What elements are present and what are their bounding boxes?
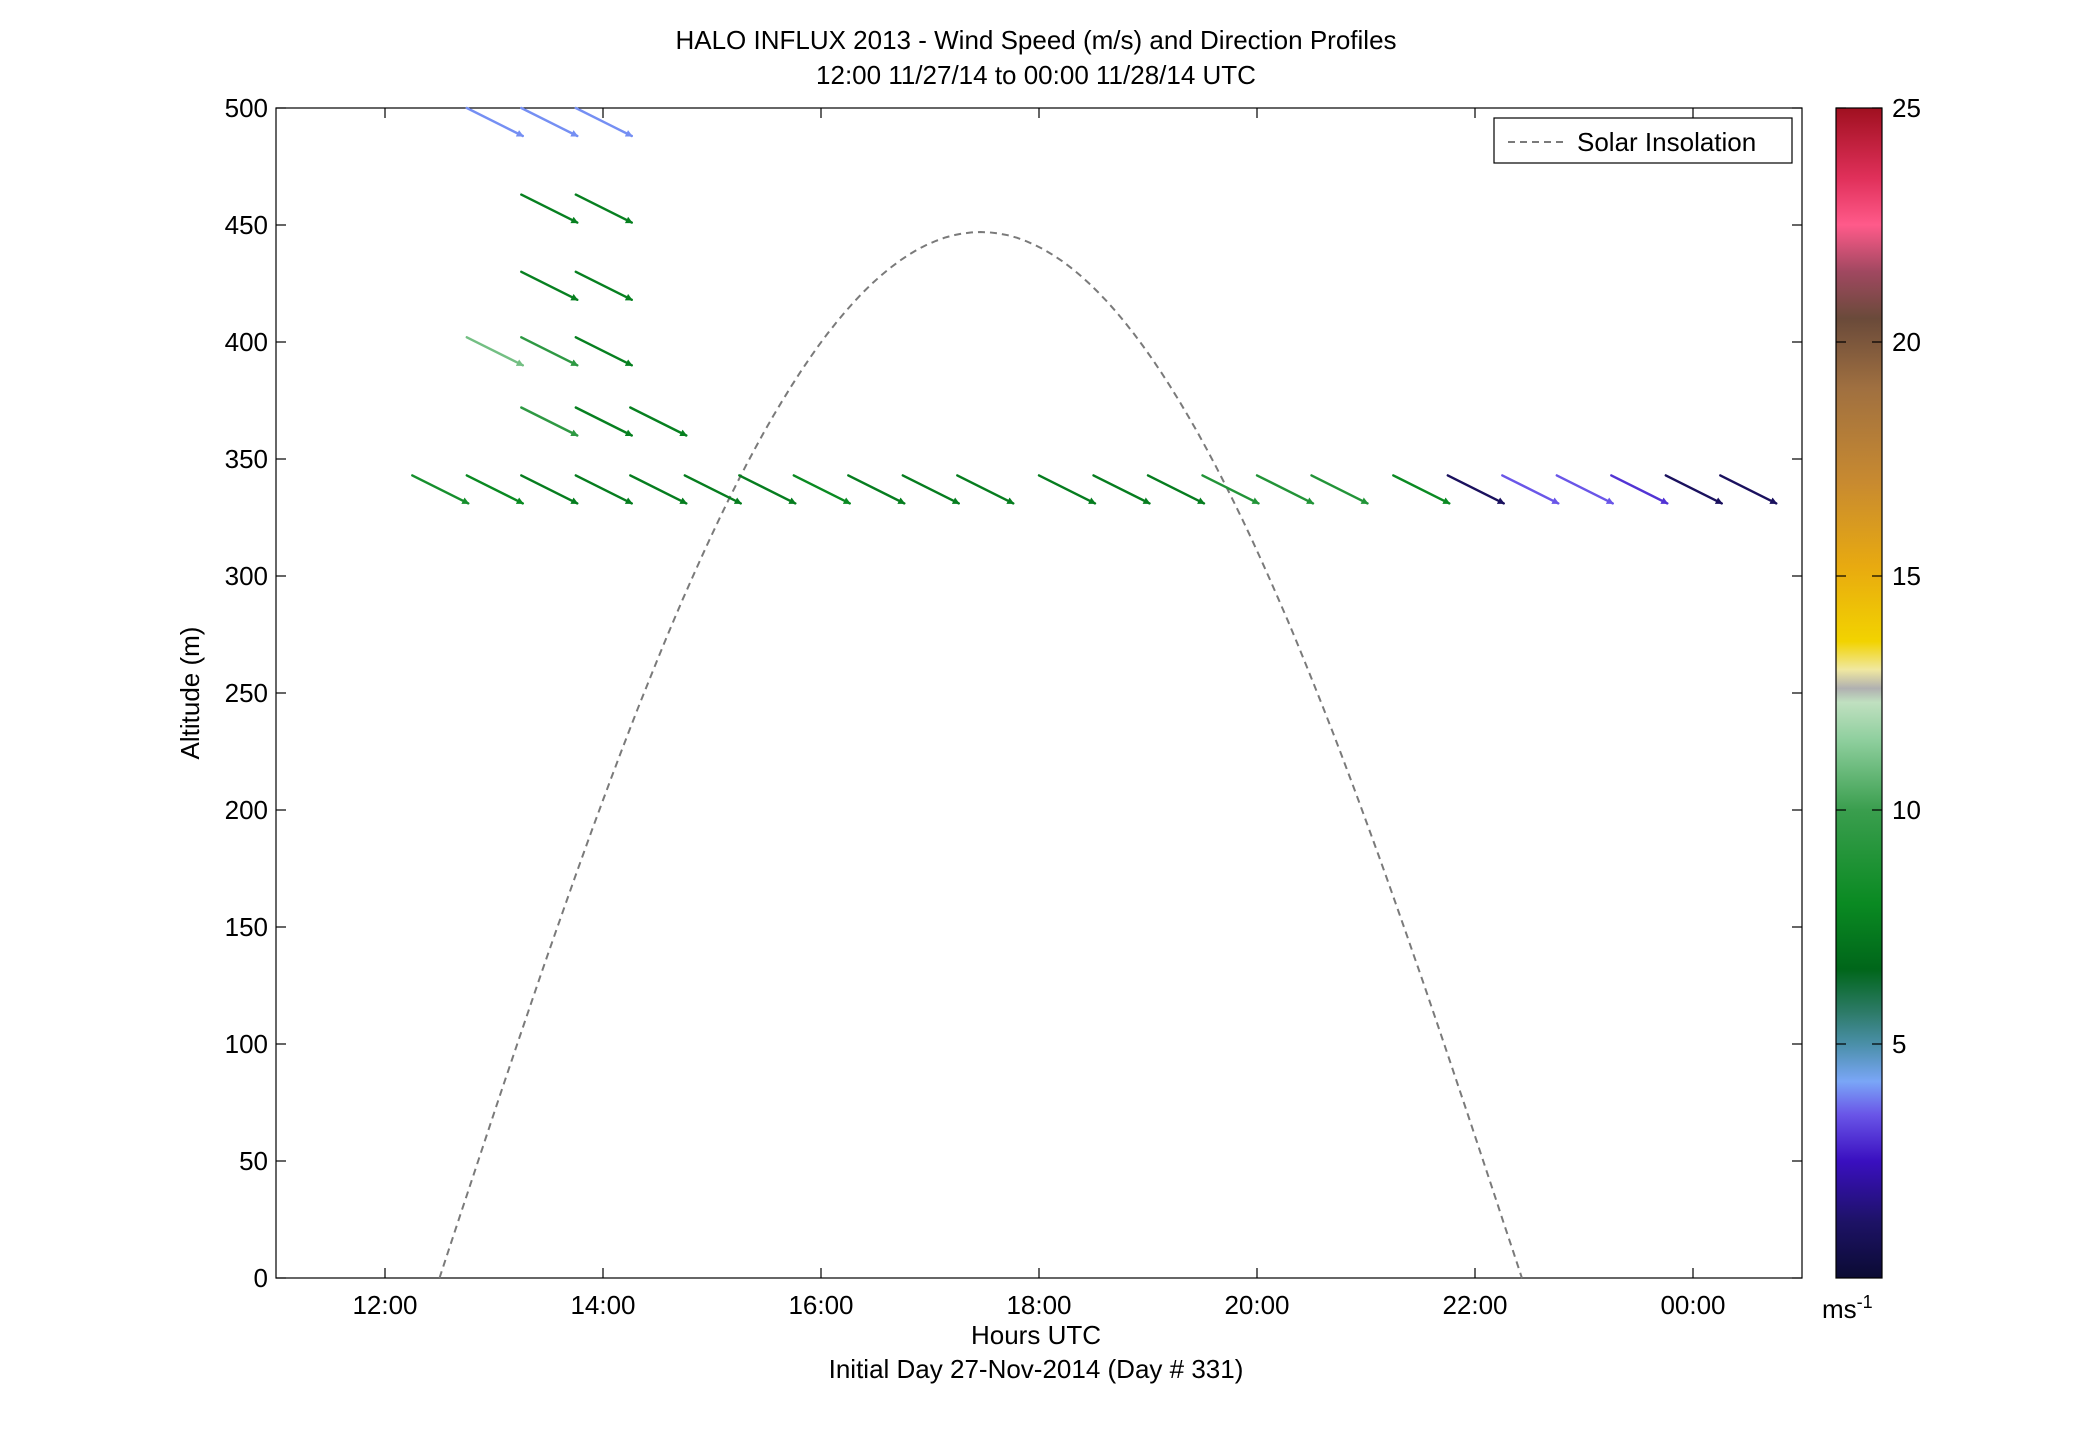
wind-vector: [574, 270, 633, 301]
y-tick-label: 150: [225, 912, 268, 942]
wind-vector: [520, 474, 579, 505]
legend-solar-label: Solar Insolation: [1577, 127, 1756, 157]
x-tick-label: 22:00: [1442, 1290, 1507, 1320]
wind-vector: [465, 336, 524, 367]
chart-title: HALO INFLUX 2013 - Wind Speed (m/s) and …: [675, 25, 1396, 55]
wind-vectors-layer: [411, 106, 1778, 505]
wind-vector: [1146, 474, 1206, 505]
y-axis: 0 50 100 150 200 250 300 350 400 450 500: [225, 93, 1802, 1293]
y-tick-label: 50: [239, 1146, 268, 1176]
x-axis: 12:00 14:00 16:00 18:00 20:00 22:00 00:00: [352, 108, 1726, 1320]
wind-vector: [792, 474, 851, 505]
wind-vector: [1037, 474, 1097, 505]
colorbar-unit-exponent: -1: [1857, 1292, 1873, 1312]
wind-vector: [574, 193, 633, 224]
colorbar-ticks: 5 10 15 20 25: [1836, 93, 1921, 1059]
solar-insolation-curve: [438, 230, 1523, 1279]
wind-vector: [574, 106, 633, 138]
colorbar-tick-label: 10: [1892, 795, 1921, 825]
colorbar-tick-label: 25: [1892, 93, 1921, 123]
colorbar-fill: [1835, 107, 1883, 1279]
wind-vector: [520, 270, 579, 301]
y-tick-label: 100: [225, 1029, 268, 1059]
y-tick-label: 250: [225, 678, 268, 708]
colorbar-unit: ms-1: [1822, 1292, 1873, 1324]
wind-vector: [847, 474, 906, 505]
wind-vector: [1501, 474, 1560, 505]
wind-vector: [629, 474, 688, 505]
y-tick-label: 300: [225, 561, 268, 591]
wind-vector: [520, 406, 579, 437]
y-tick-label: 400: [225, 327, 268, 357]
wind-vector: [683, 474, 742, 505]
x-tick-label: 00:00: [1660, 1290, 1725, 1320]
colorbar-unit-base: ms: [1822, 1294, 1857, 1324]
colorbar-tick-label: 20: [1892, 327, 1921, 357]
wind-vector: [1446, 474, 1506, 505]
x-tick-label: 16:00: [788, 1290, 853, 1320]
wind-vector: [574, 474, 633, 505]
wind-vector: [465, 474, 524, 505]
x-tick-label: 20:00: [1224, 1290, 1289, 1320]
wind-vector: [520, 336, 579, 367]
y-tick-label: 500: [225, 93, 268, 123]
wind-vector: [1610, 474, 1669, 505]
wind-vector: [1555, 474, 1615, 505]
y-axis-label: Altitude (m): [175, 627, 205, 760]
y-tick-label: 450: [225, 210, 268, 240]
colorbar: 5 10 15 20 25 ms-1: [1822, 93, 1921, 1324]
wind-vector: [1255, 474, 1315, 505]
wind-vector: [1092, 474, 1151, 505]
wind-vector: [738, 474, 797, 505]
wind-vector: [465, 106, 524, 138]
legend-box: [1493, 117, 1793, 164]
colorbar-tick-label: 5: [1892, 1029, 1906, 1059]
wind-vector: [574, 406, 633, 437]
x-axis-label: Hours UTC: [971, 1320, 1101, 1350]
x-tick-label: 18:00: [1006, 1290, 1071, 1320]
wind-vector: [520, 193, 579, 224]
wind-vector: [520, 106, 579, 138]
plot-area: [275, 107, 1803, 1279]
wind-vector: [574, 336, 633, 367]
chart-subtitle: 12:00 11/27/14 to 00:00 11/28/14 UTC: [816, 60, 1256, 90]
wind-vector: [1392, 474, 1451, 505]
wind-vector: [956, 474, 1015, 505]
x-axis-label-secondary: Initial Day 27-Nov-2014 (Day # 331): [829, 1354, 1244, 1384]
wind-vector: [1201, 474, 1260, 505]
y-tick-label: 350: [225, 444, 268, 474]
x-tick-label: 14:00: [570, 1290, 635, 1320]
solar-insolation-layer: [438, 230, 1523, 1279]
wind-vector: [411, 474, 470, 505]
wind-vector: [1719, 474, 1778, 505]
y-tick-label: 200: [225, 795, 268, 825]
wind-vector: [901, 474, 960, 505]
legend: Solar Insolation: [1493, 117, 1793, 164]
wind-vector: [1310, 474, 1369, 505]
y-tick-label: 0: [254, 1263, 268, 1293]
colorbar-tick-label: 15: [1892, 561, 1921, 591]
x-tick-label: 12:00: [352, 1290, 417, 1320]
wind-vector: [1664, 474, 1724, 505]
wind-vector: [629, 406, 688, 437]
